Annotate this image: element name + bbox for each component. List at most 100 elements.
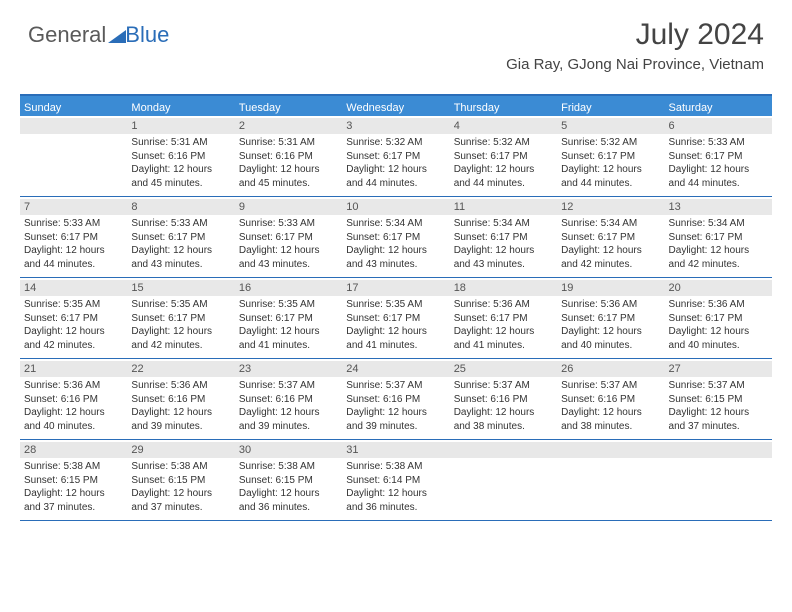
sunrise-text: Sunrise: 5:37 AM	[239, 379, 338, 393]
daylight-text: Daylight: 12 hours and 39 minutes.	[346, 406, 445, 433]
day-details: Sunrise: 5:34 AMSunset: 6:17 PMDaylight:…	[346, 217, 445, 271]
day-details: Sunrise: 5:38 AMSunset: 6:15 PMDaylight:…	[131, 460, 230, 514]
day-number: 26	[557, 361, 664, 377]
sunset-text: Sunset: 6:17 PM	[669, 312, 768, 326]
month-title: July 2024	[506, 18, 764, 52]
day-cell	[665, 440, 772, 520]
day-cell: 7 Sunrise: 5:33 AMSunset: 6:17 PMDaylight…	[20, 197, 127, 277]
sunrise-text: Sunrise: 5:34 AM	[669, 217, 768, 231]
sunrise-text: Sunrise: 5:31 AM	[131, 136, 230, 150]
sunset-text: Sunset: 6:17 PM	[454, 150, 553, 164]
day-number: 7	[20, 199, 127, 215]
day-cell: 31Sunrise: 5:38 AMSunset: 6:14 PMDayligh…	[342, 440, 449, 520]
day-cell: 30 Sunrise: 5:38 AMSunset: 6:15 PMDayligh…	[235, 440, 342, 520]
day-details: Sunrise: 5:37 AMSunset: 6:16 PMDaylight:…	[561, 379, 660, 433]
daylight-text: Daylight: 12 hours and 43 minutes.	[131, 244, 230, 271]
day-details: Sunrise: 5:36 AMSunset: 6:17 PMDaylight:…	[454, 298, 553, 352]
sunrise-text: Sunrise: 5:38 AM	[346, 460, 445, 474]
day-number: 28	[20, 442, 127, 458]
day-details: Sunrise: 5:35 AMSunset: 6:17 PMDaylight:…	[239, 298, 338, 352]
brand-logo: General Blue	[28, 22, 171, 48]
sunrise-text: Sunrise: 5:36 AM	[131, 379, 230, 393]
daylight-text: Daylight: 12 hours and 41 minutes.	[454, 325, 553, 352]
sunset-text: Sunset: 6:17 PM	[561, 312, 660, 326]
day-details: Sunrise: 5:31 AMSunset: 6:16 PMDaylight:…	[131, 136, 230, 190]
day-number: 11	[450, 199, 557, 215]
day-cell: 16Sunrise: 5:35 AMSunset: 6:17 PMDayligh…	[235, 278, 342, 358]
day-number	[450, 442, 557, 458]
sunrise-text: Sunrise: 5:37 AM	[346, 379, 445, 393]
sunrise-text: Sunrise: 5:32 AM	[561, 136, 660, 150]
daylight-text: Daylight: 12 hours and 42 minutes.	[24, 325, 123, 352]
sunset-text: Sunset: 6:16 PM	[561, 393, 660, 407]
day-number: 15	[127, 280, 234, 296]
sunrise-text: Sunrise: 5:32 AM	[454, 136, 553, 150]
day-number: 2	[235, 118, 342, 134]
day-number: 5	[557, 118, 664, 134]
sunrise-text: Sunrise: 5:33 AM	[669, 136, 768, 150]
sunset-text: Sunset: 6:17 PM	[561, 231, 660, 245]
daylight-text: Daylight: 12 hours and 42 minutes.	[561, 244, 660, 271]
day-cell: 1Sunrise: 5:31 AMSunset: 6:16 PMDaylight…	[127, 116, 234, 196]
sunrise-text: Sunrise: 5:34 AM	[346, 217, 445, 231]
day-cell: 29 Sunrise: 5:38 AMSunset: 6:15 PMDayligh…	[127, 440, 234, 520]
day-details: Sunrise: 5:36 AMSunset: 6:17 PMDaylight:…	[669, 298, 768, 352]
daylight-text: Daylight: 12 hours and 43 minutes.	[454, 244, 553, 271]
day-cell: 5Sunrise: 5:32 AMSunset: 6:17 PMDaylight…	[557, 116, 664, 196]
sunrise-text: Sunrise: 5:37 AM	[669, 379, 768, 393]
daylight-text: Daylight: 12 hours and 41 minutes.	[239, 325, 338, 352]
day-cell: 25Sunrise: 5:37 AMSunset: 6:16 PMDayligh…	[450, 359, 557, 439]
sunrise-text: Sunrise: 5:37 AM	[454, 379, 553, 393]
day-number: 18	[450, 280, 557, 296]
day-cell: 12 Sunrise: 5:34 AMSunset: 6:17 PMDayligh…	[557, 197, 664, 277]
daylight-text: Daylight: 12 hours and 44 minutes.	[454, 163, 553, 190]
sunrise-text: Sunrise: 5:32 AM	[346, 136, 445, 150]
sunset-text: Sunset: 6:17 PM	[669, 150, 768, 164]
sunset-text: Sunset: 6:17 PM	[346, 231, 445, 245]
calendar-grid: SundayMondayTuesdayWednesdayThursdayFrid…	[20, 94, 772, 521]
sunset-text: Sunset: 6:17 PM	[24, 231, 123, 245]
weekday-header: Thursday	[450, 96, 557, 116]
day-number: 9	[235, 199, 342, 215]
daylight-text: Daylight: 12 hours and 45 minutes.	[239, 163, 338, 190]
day-number: 12	[557, 199, 664, 215]
daylight-text: Daylight: 12 hours and 36 minutes.	[346, 487, 445, 514]
day-cell: 22Sunrise: 5:36 AMSunset: 6:16 PMDayligh…	[127, 359, 234, 439]
day-cell: 26 Sunrise: 5:37 AMSunset: 6:16 PMDayligh…	[557, 359, 664, 439]
sunset-text: Sunset: 6:17 PM	[454, 231, 553, 245]
day-details: Sunrise: 5:34 AMSunset: 6:17 PMDaylight:…	[669, 217, 768, 271]
day-number: 30	[235, 442, 342, 458]
day-cell: 3Sunrise: 5:32 AMSunset: 6:17 PMDaylight…	[342, 116, 449, 196]
weekday-header-row: SundayMondayTuesdayWednesdayThursdayFrid…	[20, 96, 772, 116]
day-details: Sunrise: 5:38 AMSunset: 6:15 PMDaylight:…	[239, 460, 338, 514]
week-row: 14Sunrise: 5:35 AMSunset: 6:17 PMDayligh…	[20, 278, 772, 359]
day-cell: 24Sunrise: 5:37 AMSunset: 6:16 PMDayligh…	[342, 359, 449, 439]
day-details: Sunrise: 5:32 AMSunset: 6:17 PMDaylight:…	[346, 136, 445, 190]
sunset-text: Sunset: 6:15 PM	[24, 474, 123, 488]
day-number: 21	[20, 361, 127, 377]
day-cell: 6Sunrise: 5:33 AMSunset: 6:17 PMDaylight…	[665, 116, 772, 196]
sunrise-text: Sunrise: 5:38 AM	[239, 460, 338, 474]
sunrise-text: Sunrise: 5:31 AM	[239, 136, 338, 150]
sunset-text: Sunset: 6:17 PM	[669, 231, 768, 245]
day-cell: 13 Sunrise: 5:34 AMSunset: 6:17 PMDayligh…	[665, 197, 772, 277]
daylight-text: Daylight: 12 hours and 42 minutes.	[131, 325, 230, 352]
day-cell: 20Sunrise: 5:36 AMSunset: 6:17 PMDayligh…	[665, 278, 772, 358]
day-details: Sunrise: 5:33 AMSunset: 6:17 PMDaylight:…	[24, 217, 123, 271]
day-number: 14	[20, 280, 127, 296]
sunset-text: Sunset: 6:17 PM	[239, 312, 338, 326]
sunrise-text: Sunrise: 5:35 AM	[346, 298, 445, 312]
sunset-text: Sunset: 6:16 PM	[346, 393, 445, 407]
day-number: 29	[127, 442, 234, 458]
week-row: 21Sunrise: 5:36 AMSunset: 6:16 PMDayligh…	[20, 359, 772, 440]
daylight-text: Daylight: 12 hours and 36 minutes.	[239, 487, 338, 514]
sunset-text: Sunset: 6:14 PM	[346, 474, 445, 488]
day-number: 13	[665, 199, 772, 215]
day-details: Sunrise: 5:33 AMSunset: 6:17 PMDaylight:…	[669, 136, 768, 190]
day-details: Sunrise: 5:34 AMSunset: 6:17 PMDaylight:…	[561, 217, 660, 271]
logo-general-text: General	[28, 22, 106, 48]
day-details: Sunrise: 5:35 AMSunset: 6:17 PMDaylight:…	[131, 298, 230, 352]
sunset-text: Sunset: 6:17 PM	[239, 231, 338, 245]
sunset-text: Sunset: 6:17 PM	[346, 312, 445, 326]
day-details: Sunrise: 5:38 AMSunset: 6:15 PMDaylight:…	[24, 460, 123, 514]
